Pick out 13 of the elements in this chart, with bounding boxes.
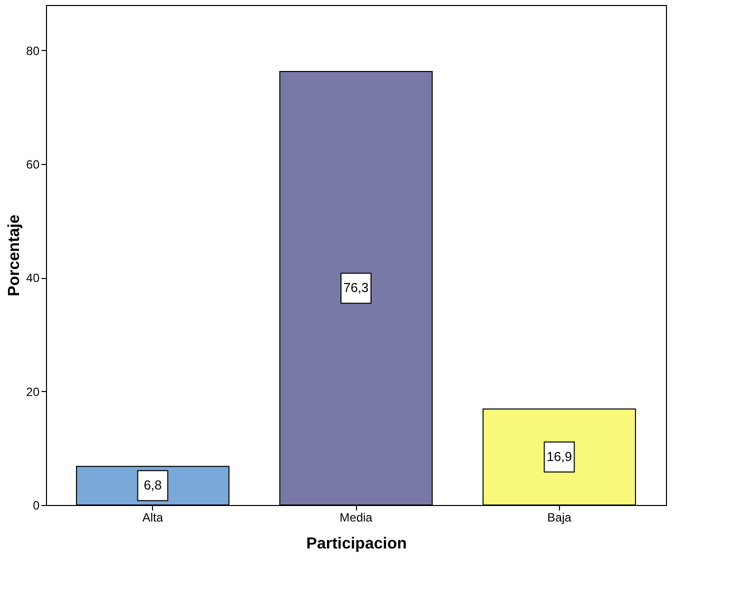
x-tick-label: Baja [547, 510, 572, 524]
x-tick-label: Alta [142, 510, 164, 524]
x-axis-title: Participacion [306, 536, 407, 552]
y-tick-label: 0 [32, 498, 40, 512]
data-label: 76,3 [343, 280, 369, 296]
x-tick-label: Media [340, 510, 373, 524]
data-label: 6,8 [144, 478, 162, 493]
y-axis-title: Porcentaje [6, 214, 24, 296]
y-tick-label: 40 [26, 271, 40, 286]
y-tick-label: 60 [26, 158, 40, 172]
data-label: 16,9 [546, 448, 572, 464]
y-tick-label: 80 [26, 44, 40, 58]
y-tick-label: 20 [26, 384, 40, 399]
